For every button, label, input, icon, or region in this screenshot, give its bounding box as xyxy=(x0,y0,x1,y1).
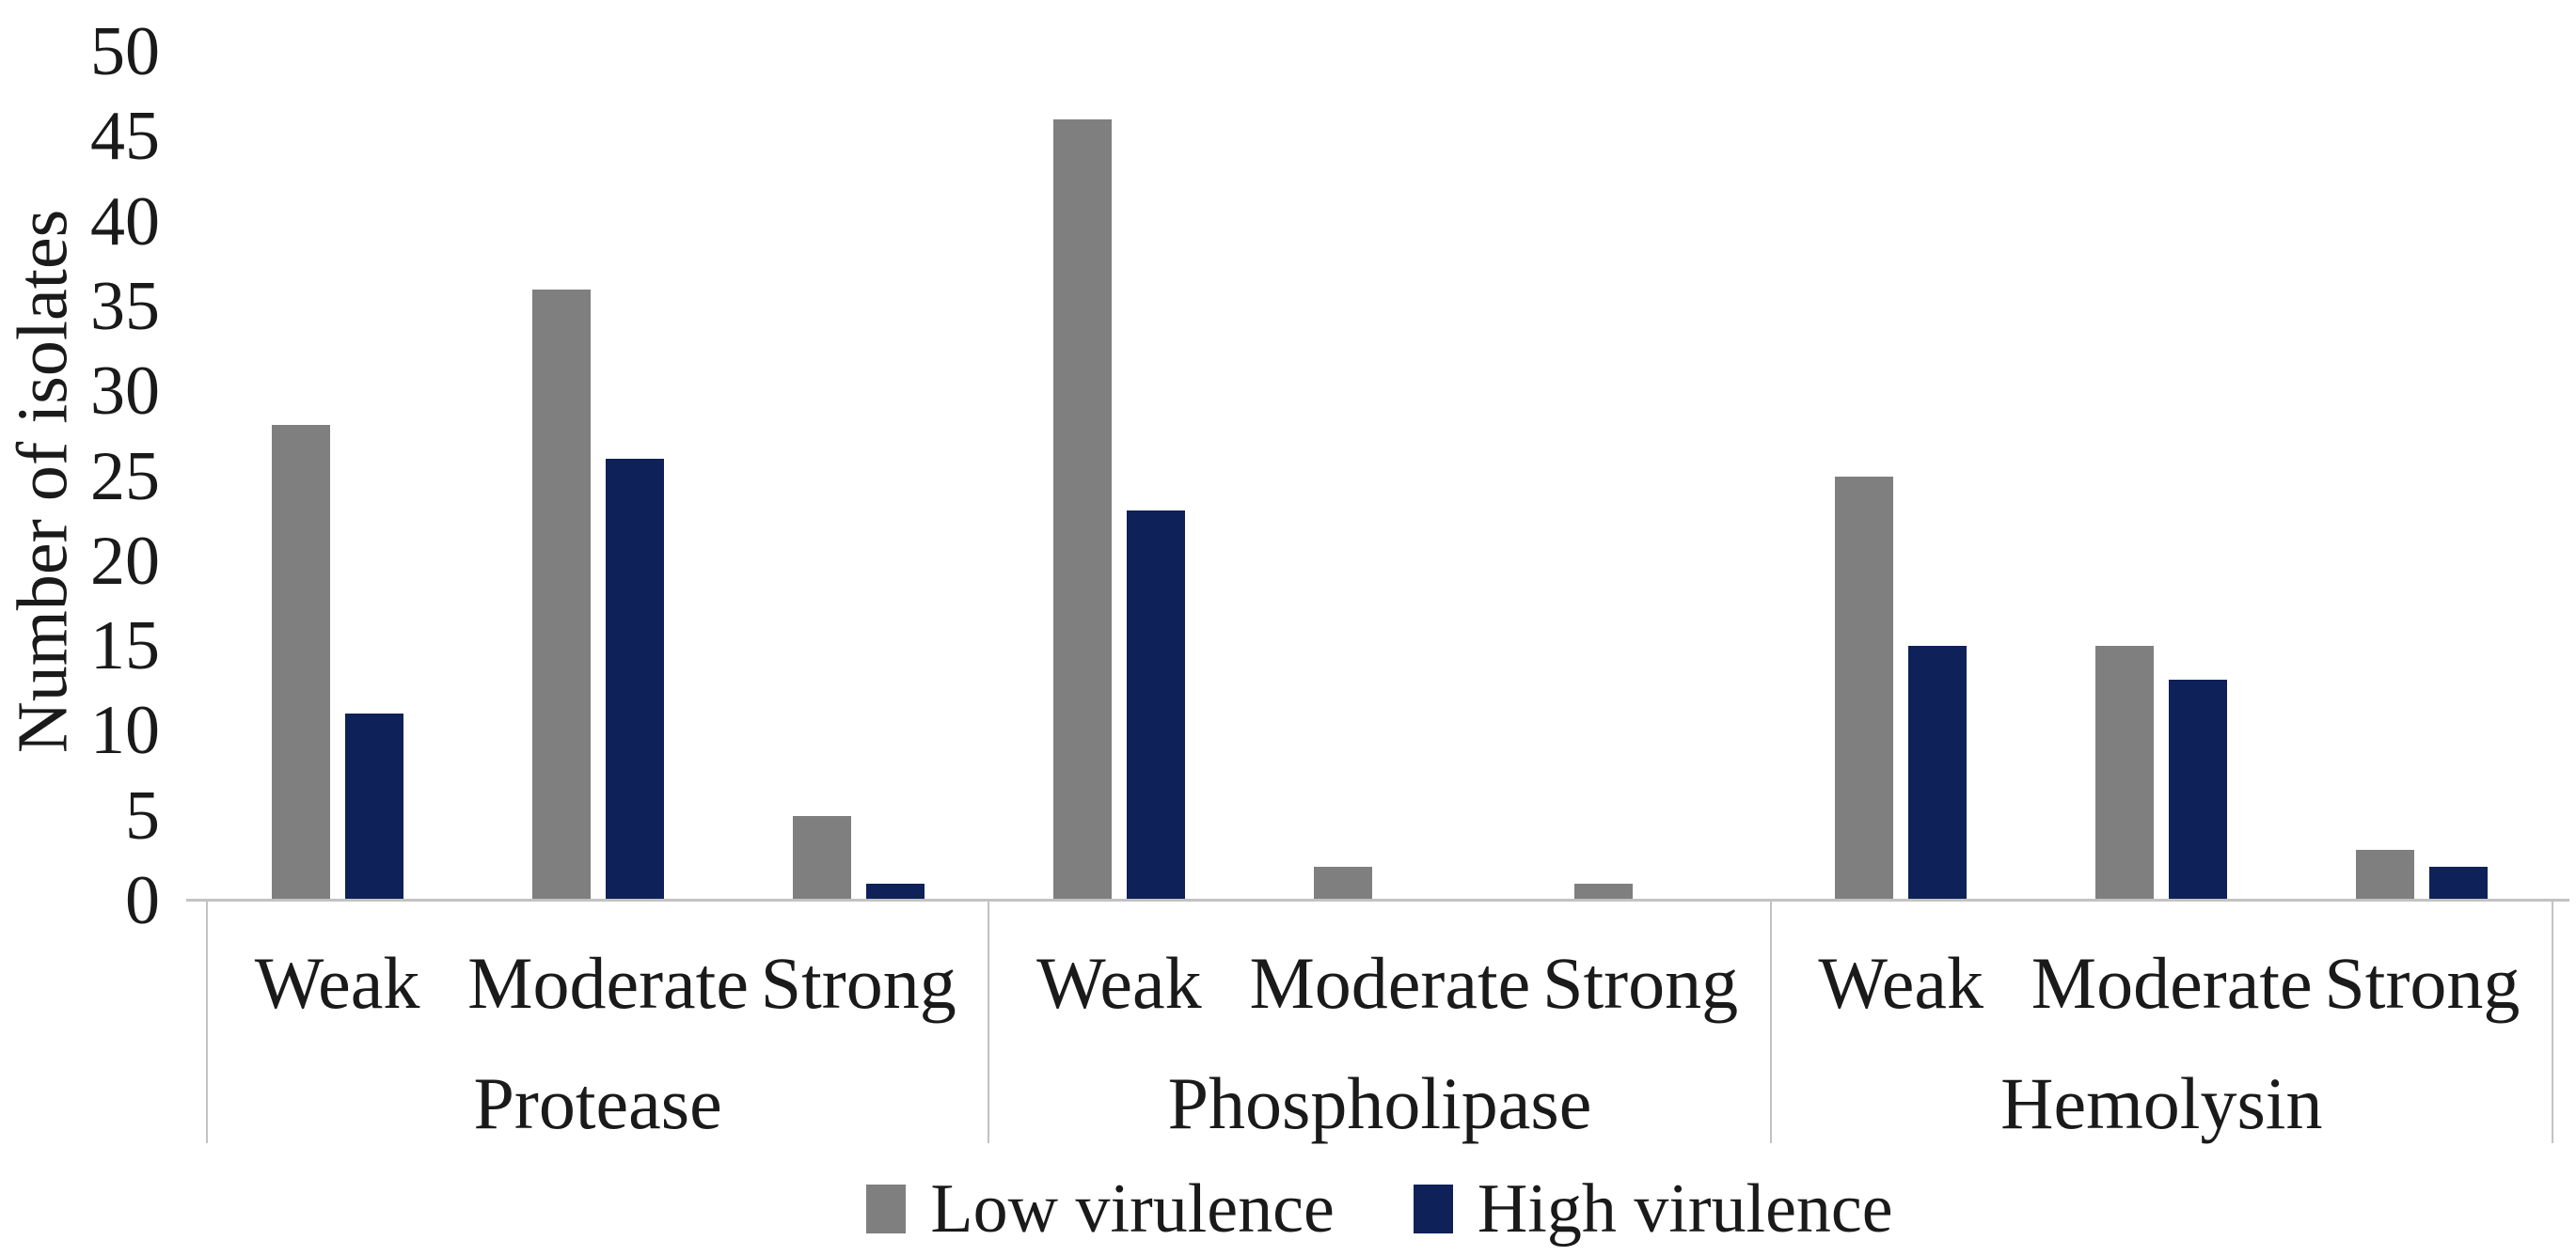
y-tick-label-5: 5 xyxy=(125,777,160,855)
y-tick-label-30: 30 xyxy=(90,353,160,431)
bar-cluster-phospholipase-strong xyxy=(1510,52,1771,901)
table-divider-1 xyxy=(988,901,990,1143)
y-tick-label-50: 50 xyxy=(90,13,160,90)
bar-cluster-protease-weak xyxy=(207,52,467,901)
y-tick-label-20: 20 xyxy=(90,522,160,600)
legend: Low virulence High virulence xyxy=(207,1164,2552,1254)
category-label-protease-weak: Weak xyxy=(254,942,420,1024)
bar-low-virulence-phospholipase-strong xyxy=(1574,883,1634,901)
bar-high-virulence-hemolysin-moderate xyxy=(2169,680,2228,901)
legend-swatch-icon xyxy=(1413,1185,1453,1233)
x-axis-line xyxy=(186,899,2569,902)
category-label-hemolysin-weak: Weak xyxy=(1818,942,1984,1024)
bar-high-virulence-protease-weak xyxy=(344,714,403,901)
category-label-phospholipase-weak: Weak xyxy=(1036,942,1202,1024)
legend-swatch-icon xyxy=(866,1185,907,1233)
bar-cluster-hemolysin-weak xyxy=(1771,52,2031,901)
bar-low-virulence-protease-moderate xyxy=(531,289,591,901)
bar-cluster-protease-strong xyxy=(728,52,988,901)
table-divider-3 xyxy=(2552,901,2553,1143)
table-divider-2 xyxy=(1769,901,1772,1143)
legend-entry-high-virulence: High virulence xyxy=(1413,1164,1893,1254)
y-tick-label-45: 45 xyxy=(90,98,160,176)
category-label-hemolysin-moderate: Moderate xyxy=(2031,942,2313,1024)
legend-label: High virulence xyxy=(1477,1170,1893,1248)
legend-label: Low virulence xyxy=(930,1170,1335,1248)
group-label-phospholipase: Phospholipase xyxy=(1167,1062,1592,1144)
bar-low-virulence-protease-strong xyxy=(792,815,851,901)
bar-cluster-phospholipase-moderate xyxy=(1249,52,1509,901)
category-label-phospholipase-strong: Strong xyxy=(1542,942,1739,1024)
bar-high-virulence-hemolysin-weak xyxy=(1908,646,1968,901)
bar-cluster-protease-moderate xyxy=(467,52,728,901)
bar-low-virulence-phospholipase-moderate xyxy=(1313,866,1372,901)
bar-high-virulence-hemolysin-strong xyxy=(2429,866,2489,901)
bar-low-virulence-protease-weak xyxy=(271,425,330,901)
y-tick-label-25: 25 xyxy=(90,437,160,515)
group-label-protease: Protease xyxy=(473,1062,722,1144)
bar-low-virulence-hemolysin-weak xyxy=(1835,476,1894,901)
y-tick-label-10: 10 xyxy=(90,692,160,770)
y-tick-label-15: 15 xyxy=(90,607,160,685)
bar-high-virulence-protease-strong xyxy=(865,883,925,901)
bar-low-virulence-hemolysin-strong xyxy=(2356,849,2415,901)
category-label-hemolysin-strong: Strong xyxy=(2324,942,2521,1024)
category-label-phospholipase-moderate: Moderate xyxy=(1249,942,1531,1024)
bar-low-virulence-phospholipase-weak xyxy=(1052,119,1112,901)
category-label-protease-moderate: Moderate xyxy=(467,942,749,1024)
y-tick-label-40: 40 xyxy=(90,182,160,260)
bar-cluster-phospholipase-weak xyxy=(988,52,1249,901)
bar-high-virulence-protease-moderate xyxy=(605,459,664,901)
y-tick-label-35: 35 xyxy=(90,267,160,345)
plot-area xyxy=(207,52,2552,901)
table-divider-0 xyxy=(206,901,208,1143)
bar-high-virulence-phospholipase-weak xyxy=(1126,510,1185,901)
bar-low-virulence-hemolysin-moderate xyxy=(2095,646,2155,901)
bar-cluster-hemolysin-strong xyxy=(2292,52,2552,901)
legend-entry-low-virulence: Low virulence xyxy=(866,1164,1335,1254)
y-tick-label-0: 0 xyxy=(125,862,160,939)
category-label-protease-strong: Strong xyxy=(760,942,956,1024)
group-label-hemolysin: Hemolysin xyxy=(2000,1062,2323,1144)
bar-cluster-hemolysin-moderate xyxy=(2031,52,2292,901)
